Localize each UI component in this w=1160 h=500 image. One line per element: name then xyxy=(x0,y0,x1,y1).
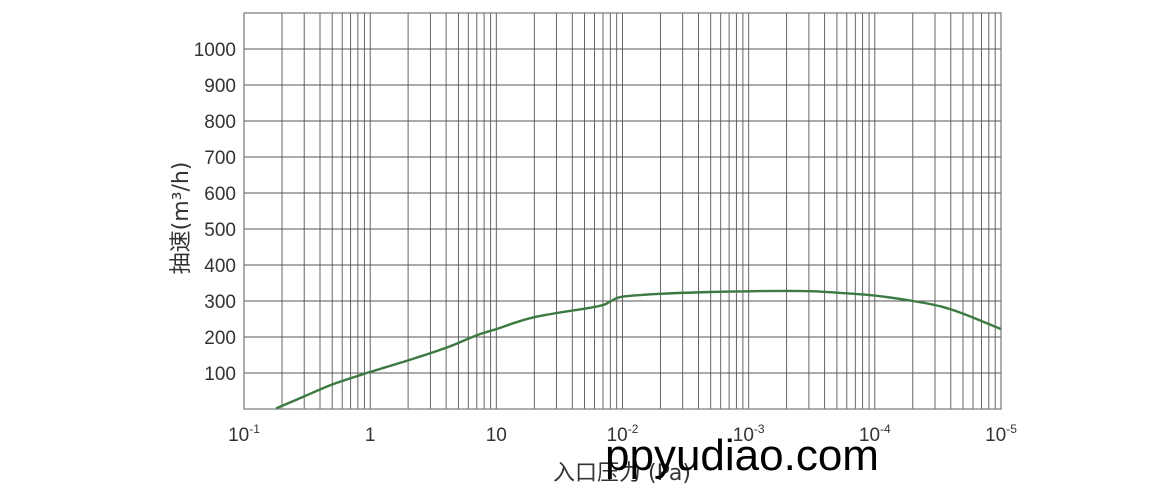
series-line xyxy=(275,289,1002,410)
grid xyxy=(244,13,1001,409)
y-tick-label: 400 xyxy=(204,256,236,277)
watermark: ppyudiao.com xyxy=(605,431,879,480)
x-tick-label: 10-2 xyxy=(607,422,639,446)
y-tick-label: 700 xyxy=(204,148,236,169)
y-tick-label: 900 xyxy=(204,76,236,97)
y-tick-labels: 100 200 300 400 500 600 700 800 900 1000 xyxy=(194,40,236,385)
x-tick-label: 10-3 xyxy=(733,422,765,446)
x-axis-title: 入口压力 (Pa) xyxy=(553,461,691,486)
x-tick-labels: 10-1 1 10 10-2 10-3 10-4 10-5 xyxy=(228,422,1017,446)
plot-frame xyxy=(243,12,1002,410)
y-tick-label: 500 xyxy=(204,220,236,241)
y-tick-label: 600 xyxy=(204,184,236,205)
y-tick-label: 200 xyxy=(204,328,236,349)
y-tick-label: 100 xyxy=(204,364,236,385)
y-tick-label: 300 xyxy=(204,292,236,313)
x-tick-label: 10-5 xyxy=(985,422,1017,446)
x-tick-label: 10-4 xyxy=(859,422,891,446)
x-tick-label: 10 xyxy=(486,425,507,446)
y-axis-title: 抽速(m³/h) xyxy=(169,162,194,275)
y-tick-label: 1000 xyxy=(194,40,236,61)
x-tick-label: 10-1 xyxy=(228,422,260,446)
y-tick-label: 800 xyxy=(204,112,236,133)
x-tick-label: 1 xyxy=(365,425,376,446)
